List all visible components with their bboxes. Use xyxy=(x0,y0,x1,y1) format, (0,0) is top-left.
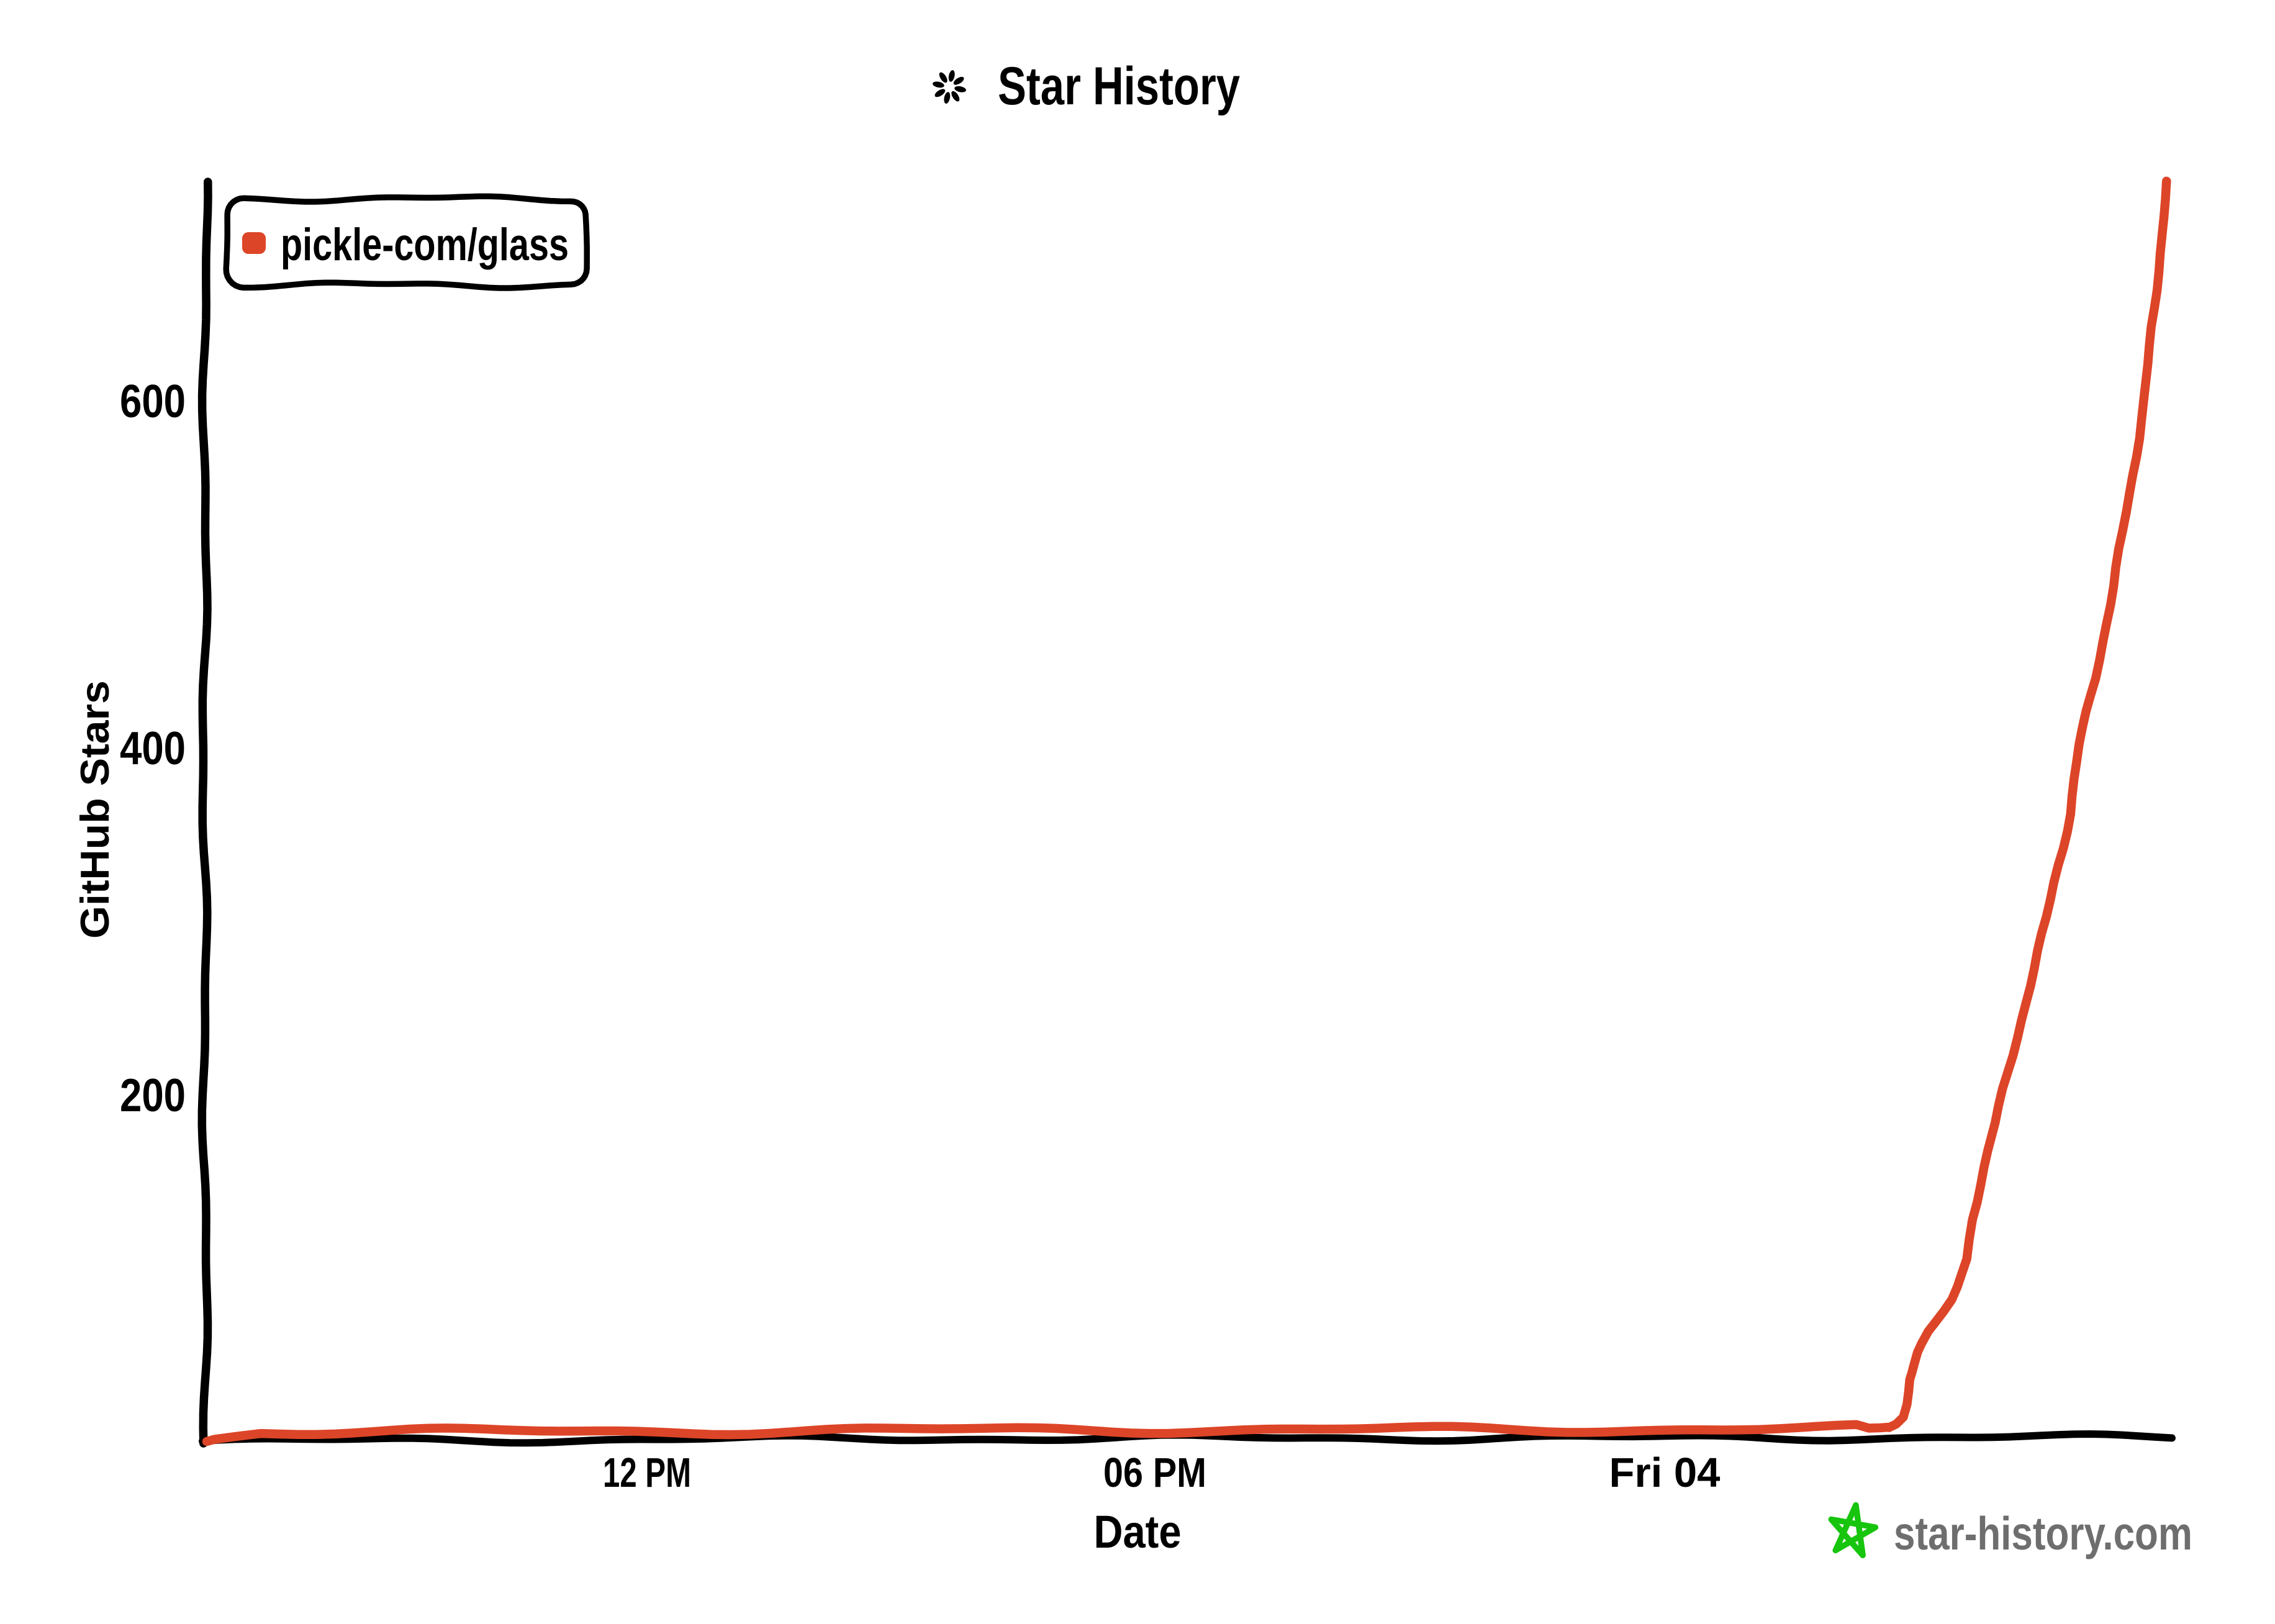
svg-text:12 PM: 12 PM xyxy=(603,1450,691,1496)
svg-text:Star History: Star History xyxy=(998,56,1240,116)
svg-text:Fri 04: Fri 04 xyxy=(1609,1450,1721,1496)
svg-text:200: 200 xyxy=(120,1069,186,1121)
svg-text:star-history.com: star-history.com xyxy=(1894,1507,2192,1559)
svg-text:06 PM: 06 PM xyxy=(1103,1450,1206,1496)
svg-text:400: 400 xyxy=(120,722,186,774)
svg-text:GitHub Stars: GitHub Stars xyxy=(72,680,117,939)
svg-text:pickle-com/glass: pickle-com/glass xyxy=(281,220,569,270)
svg-text:600: 600 xyxy=(120,375,186,427)
svg-text:Date: Date xyxy=(1094,1506,1182,1558)
